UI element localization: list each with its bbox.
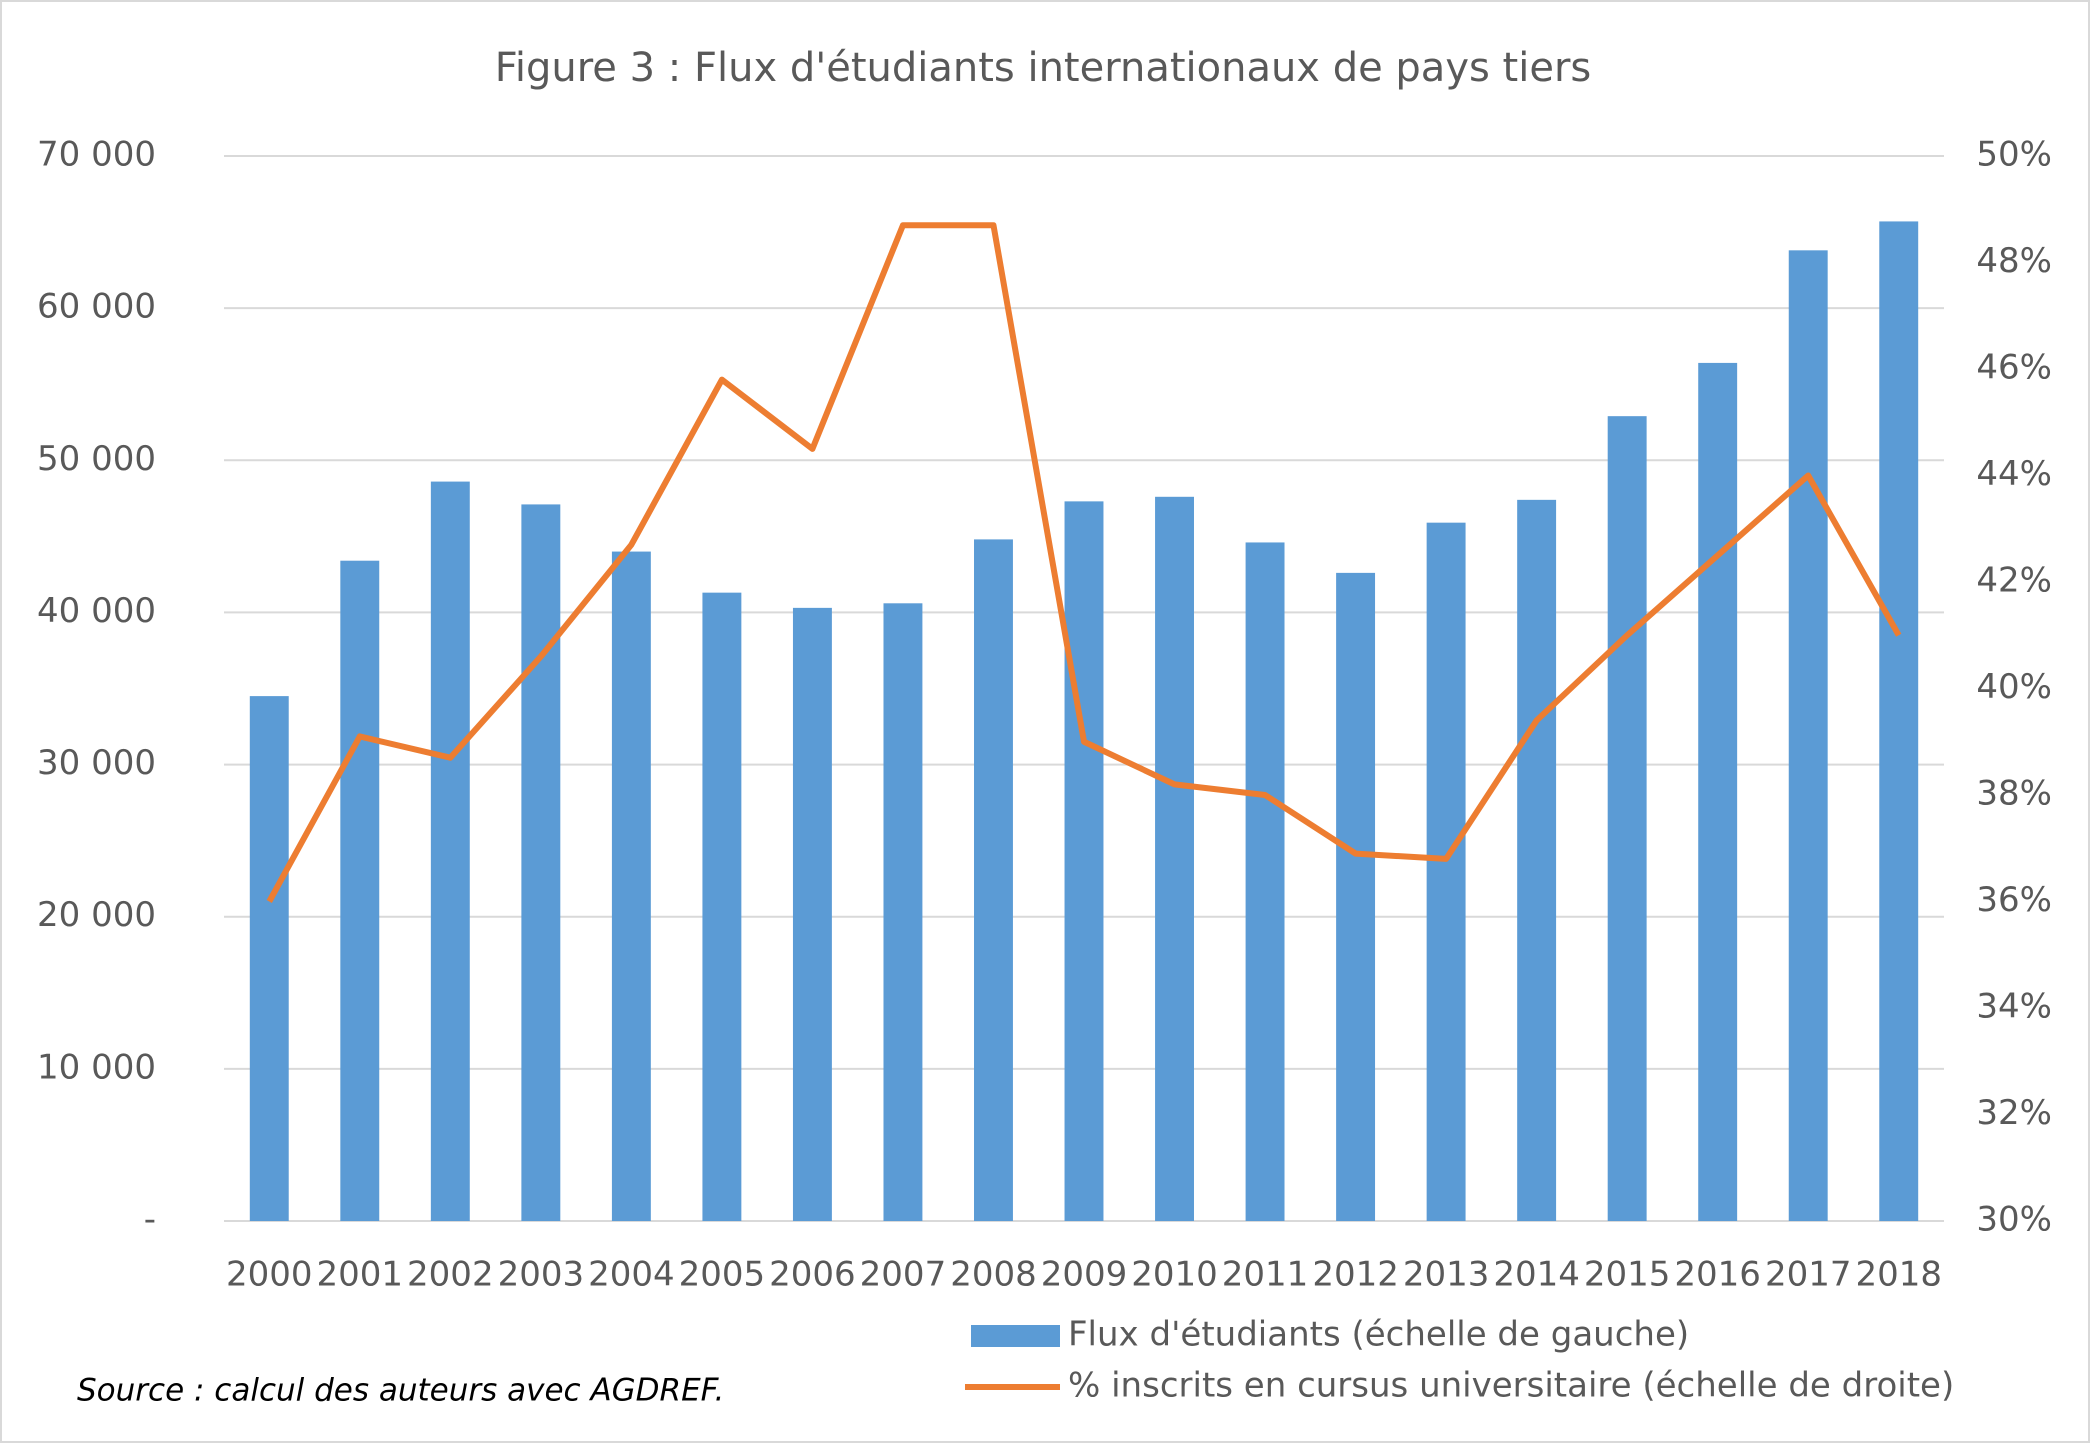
source-note: Source : calcul des auteurs avec AGDREF. bbox=[77, 1373, 724, 1409]
x-tick-label: 2000 bbox=[226, 1255, 313, 1295]
bar bbox=[1788, 250, 1828, 1222]
y-tick-label: 10 000 bbox=[37, 1047, 156, 1087]
x-tick-label: 2017 bbox=[1765, 1255, 1852, 1295]
x-tick-label: 2007 bbox=[860, 1255, 947, 1295]
x-tick-label: 2011 bbox=[1222, 1255, 1309, 1295]
x-tick-label: 2008 bbox=[950, 1255, 1037, 1295]
y-tick-label: 70 000 bbox=[37, 135, 156, 175]
bar bbox=[430, 481, 470, 1222]
x-tick-label: 2005 bbox=[679, 1255, 766, 1295]
x-tick-label: 2006 bbox=[769, 1255, 856, 1295]
x-tick-label: 2013 bbox=[1403, 1255, 1490, 1295]
y-tick-label: 40 000 bbox=[37, 591, 156, 631]
x-tick-label: 2002 bbox=[407, 1255, 494, 1295]
y2-tick-label: 50% bbox=[1976, 135, 2052, 175]
legend-label: % inscrits en cursus universitaire (éche… bbox=[1068, 1366, 1954, 1406]
y2-tick-label: 48% bbox=[1976, 241, 2052, 281]
x-tick-label: 2012 bbox=[1312, 1255, 1399, 1295]
legend-swatch bbox=[971, 1325, 1060, 1347]
x-tick-label: 2004 bbox=[588, 1255, 675, 1295]
bar bbox=[340, 560, 380, 1221]
bar bbox=[1879, 221, 1919, 1221]
bar bbox=[1426, 522, 1466, 1221]
bar bbox=[883, 603, 923, 1221]
y-tick-label: 30 000 bbox=[37, 743, 156, 783]
x-tick-label: 2014 bbox=[1493, 1255, 1580, 1295]
x-tick-label: 2018 bbox=[1855, 1255, 1942, 1295]
x-tick-label: 2001 bbox=[317, 1255, 404, 1295]
y-tick-label: 20 000 bbox=[37, 895, 156, 935]
line bbox=[266, 222, 1902, 903]
bar bbox=[1698, 362, 1738, 1221]
bar bbox=[1245, 542, 1285, 1221]
y2-tick-label: 32% bbox=[1976, 1093, 2052, 1133]
bar bbox=[974, 539, 1013, 1221]
x-tick-label: 2016 bbox=[1674, 1255, 1761, 1295]
x-tick-label: 2003 bbox=[498, 1255, 585, 1295]
y2-tick-label: 34% bbox=[1976, 987, 2052, 1027]
bar bbox=[702, 592, 742, 1221]
bar bbox=[249, 696, 289, 1221]
y-tick-label: - bbox=[144, 1200, 156, 1240]
x-tick-label: 2009 bbox=[1041, 1255, 1128, 1295]
y2-tick-label: 30% bbox=[1976, 1200, 2052, 1240]
y-tick-label: 60 000 bbox=[37, 287, 156, 327]
y2-tick-label: 46% bbox=[1976, 348, 2052, 388]
x-tick-label: 2015 bbox=[1584, 1255, 1671, 1295]
y-tick-label: 50 000 bbox=[37, 439, 156, 479]
bar bbox=[792, 607, 832, 1221]
bar bbox=[1336, 572, 1376, 1221]
y2-tick-label: 40% bbox=[1976, 667, 2052, 707]
chart-title: Figure 3 : Flux d'étudiants internationa… bbox=[495, 45, 1591, 91]
bar bbox=[611, 551, 651, 1221]
y2-tick-label: 42% bbox=[1976, 561, 2052, 601]
x-tick-label: 2010 bbox=[1131, 1255, 1218, 1295]
y2-tick-label: 36% bbox=[1976, 880, 2052, 920]
y2-tick-label: 38% bbox=[1976, 774, 2052, 814]
bar bbox=[521, 504, 561, 1222]
bar bbox=[1517, 499, 1557, 1221]
bar bbox=[1064, 501, 1104, 1222]
y2-tick-label: 44% bbox=[1976, 454, 2052, 494]
legend-label: Flux d'étudiants (échelle de gauche) bbox=[1068, 1315, 1689, 1355]
bar bbox=[1607, 416, 1647, 1221]
bar bbox=[1155, 496, 1194, 1221]
